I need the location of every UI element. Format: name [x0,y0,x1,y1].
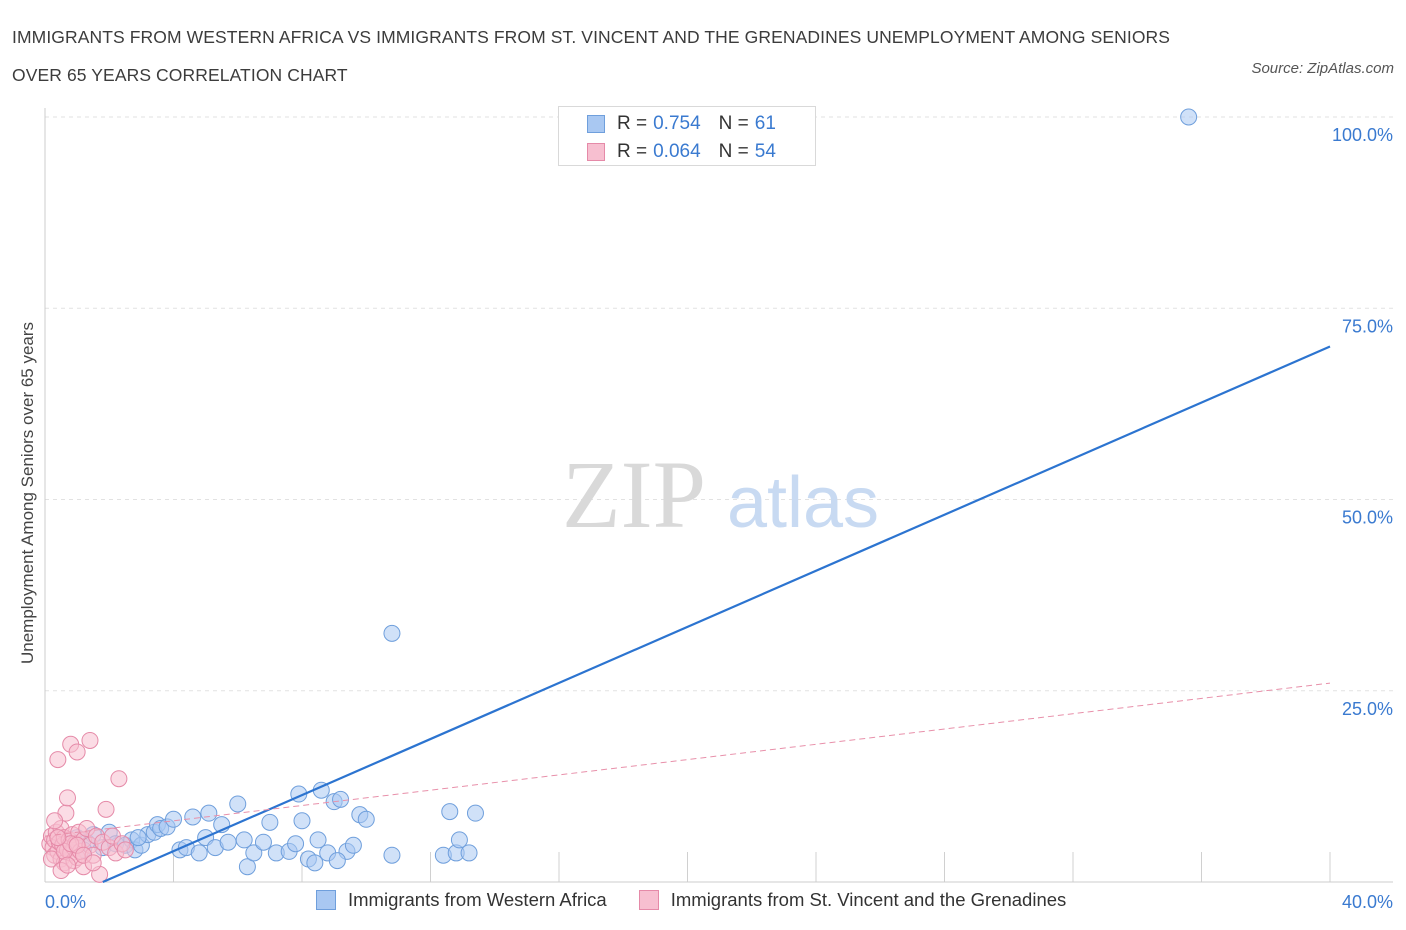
data-point [450,831,468,849]
grid-lines [45,116,1393,882]
legend-label: Immigrants from St. Vincent and the Gren… [670,889,1067,910]
series-points-st-vincent [41,731,134,883]
data-point [42,850,60,868]
x-tick-label: 0.0% [45,892,86,912]
y-tick-label: 25.0% [1342,699,1393,719]
data-point [165,810,182,828]
data-point [309,831,327,849]
legend-item-western-africa[interactable]: Immigrants from Western Africa [316,889,607,911]
data-point [460,844,478,862]
y-tick-label: 75.0% [1342,316,1393,336]
legend-label: Immigrants from Western Africa [348,889,607,910]
r-value: 0.064 [653,141,701,162]
stats-legend: R = 0.754 N = 61 R = 0.064 N = 54 [558,106,816,166]
data-point [81,731,99,749]
data-point [58,789,76,807]
trend-line-st-vincent [44,682,1331,837]
legend-swatch [316,890,336,910]
data-point [200,804,218,822]
trend-line-western-africa [102,345,1331,884]
data-point [332,790,350,808]
data-point [46,812,64,830]
data-point [238,858,256,876]
watermark-zip: ZIP [562,441,706,548]
tick-labels: 25.0% 50.0% 75.0% 100.0% 0.0% 40.0% [45,125,1393,912]
data-point [441,803,459,821]
data-point [49,829,67,847]
data-point [261,813,279,831]
data-point [110,770,128,788]
legend-swatch-st-vincent [587,143,605,161]
data-point [245,844,263,862]
data-point [293,812,311,830]
n-value: 54 [754,141,776,162]
legend-swatch [638,890,659,910]
stats-legend-row-2: R = 0.064 N = 54 [587,140,776,164]
series-legend: Immigrants from Western Africa Immigrant… [316,889,1098,911]
data-points [41,108,1198,883]
n-value: 61 [754,113,776,134]
data-point [254,833,272,851]
data-point [235,831,253,849]
source-label: Source: ZipAtlas.com [1251,60,1394,77]
data-point [306,854,324,872]
n-label: N = [718,113,749,134]
data-point [466,804,484,822]
data-point [58,856,76,874]
watermark: ZIP atlas [562,441,879,548]
y-axis-label: Unemployment Among Seniors over 65 years [18,321,37,665]
data-point [383,846,401,864]
data-point [49,751,67,769]
data-point [190,844,208,862]
data-point [229,795,247,813]
legend-item-st-vincent[interactable]: Immigrants from St. Vincent and the Gren… [638,889,1067,911]
data-point [287,835,305,853]
r-value: 0.754 [653,113,701,134]
watermark-atlas: atlas [727,463,879,543]
trend-lines [44,345,1331,884]
axes [44,108,1393,883]
data-point [219,833,237,851]
chart-title: IMMIGRANTS FROM WESTERN AFRICA VS IMMIGR… [12,27,1171,85]
legend-swatch-western-africa [587,115,605,133]
data-point [1180,108,1198,126]
data-point [184,808,202,826]
data-point [68,743,86,761]
r-label: R = [617,113,648,134]
data-point [357,810,375,828]
data-point [84,854,102,872]
data-point [344,836,362,854]
data-point [97,800,115,818]
data-point [383,624,401,642]
data-point [116,841,134,859]
data-point [129,829,147,847]
data-point [328,852,346,870]
n-label: N = [718,141,749,162]
y-tick-label: 100.0% [1332,125,1393,145]
stats-legend-row-1: R = 0.754 N = 61 [587,112,776,136]
r-label: R = [617,141,648,162]
y-tick-label: 50.0% [1342,508,1393,528]
x-tick-label: 40.0% [1342,892,1393,912]
